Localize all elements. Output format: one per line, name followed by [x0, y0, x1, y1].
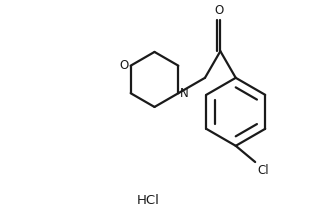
Text: O: O	[214, 4, 223, 17]
Text: N: N	[180, 87, 189, 100]
Text: Cl: Cl	[257, 164, 269, 177]
Text: O: O	[120, 59, 129, 72]
Text: HCl: HCl	[137, 194, 160, 207]
